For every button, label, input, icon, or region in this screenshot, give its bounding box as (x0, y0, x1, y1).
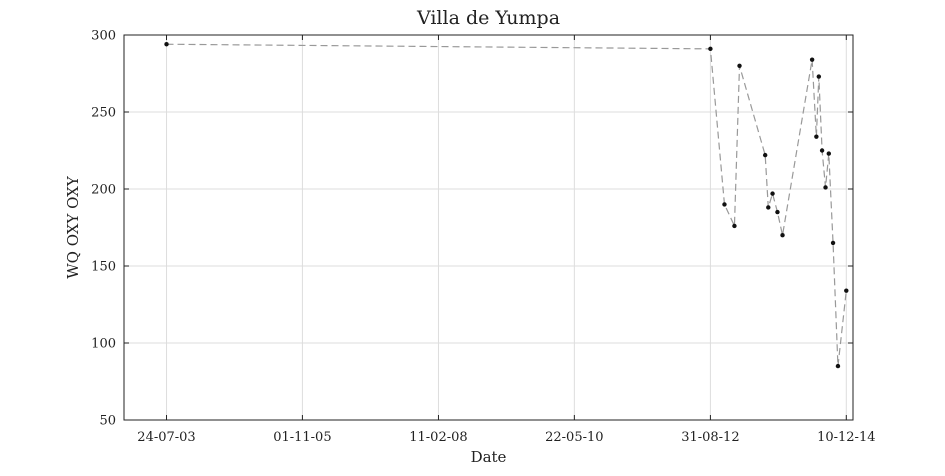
data-point (732, 223, 737, 229)
series-line (166, 43, 847, 367)
tick-layer: 24-07-03 01-11-05 11-02-08 22-05-10 31-08-12… (91, 29, 875, 446)
data-point (780, 233, 785, 238)
y-tick-label: 150 (91, 260, 116, 275)
data-point (770, 191, 775, 196)
data-point (816, 74, 822, 79)
data-point (835, 363, 841, 369)
x-axis-label: Date (471, 448, 507, 466)
x-tick-label: 24-07-03 (137, 430, 195, 445)
chart-title: Villa de Yumpa (416, 7, 560, 29)
data-point (737, 63, 742, 68)
data-point (762, 152, 768, 158)
y-tick-label: 250 (91, 106, 116, 121)
data-point (830, 240, 836, 246)
x-tick-label: 11-02-08 (409, 430, 467, 445)
data-point (708, 46, 713, 52)
x-tick-label: 10-12-14 (817, 430, 875, 445)
x-tick-label: 22-05-10 (545, 430, 603, 445)
data-point (826, 151, 831, 156)
x-tick-label: 01-11-05 (273, 430, 331, 445)
data-point (819, 148, 825, 153)
y-axis-label: WQ OXY OXY (64, 175, 82, 279)
y-tick-label: 300 (91, 29, 116, 44)
data-point (844, 288, 849, 293)
y-tick-label: 200 (91, 183, 116, 198)
point-layer (164, 42, 849, 369)
data-point (823, 185, 828, 190)
data-point (809, 57, 815, 62)
data-point (775, 209, 780, 215)
data-point (766, 205, 771, 210)
data-point (722, 202, 727, 207)
series-layer (166, 43, 847, 367)
data-point (164, 42, 169, 47)
plot-frame (123, 34, 854, 421)
y-tick-label: 100 (91, 337, 116, 352)
grid-layer (124, 34, 853, 421)
y-tick-label: 50 (99, 414, 116, 429)
x-tick-label: 31-08-12 (681, 430, 739, 445)
data-point (814, 134, 819, 139)
